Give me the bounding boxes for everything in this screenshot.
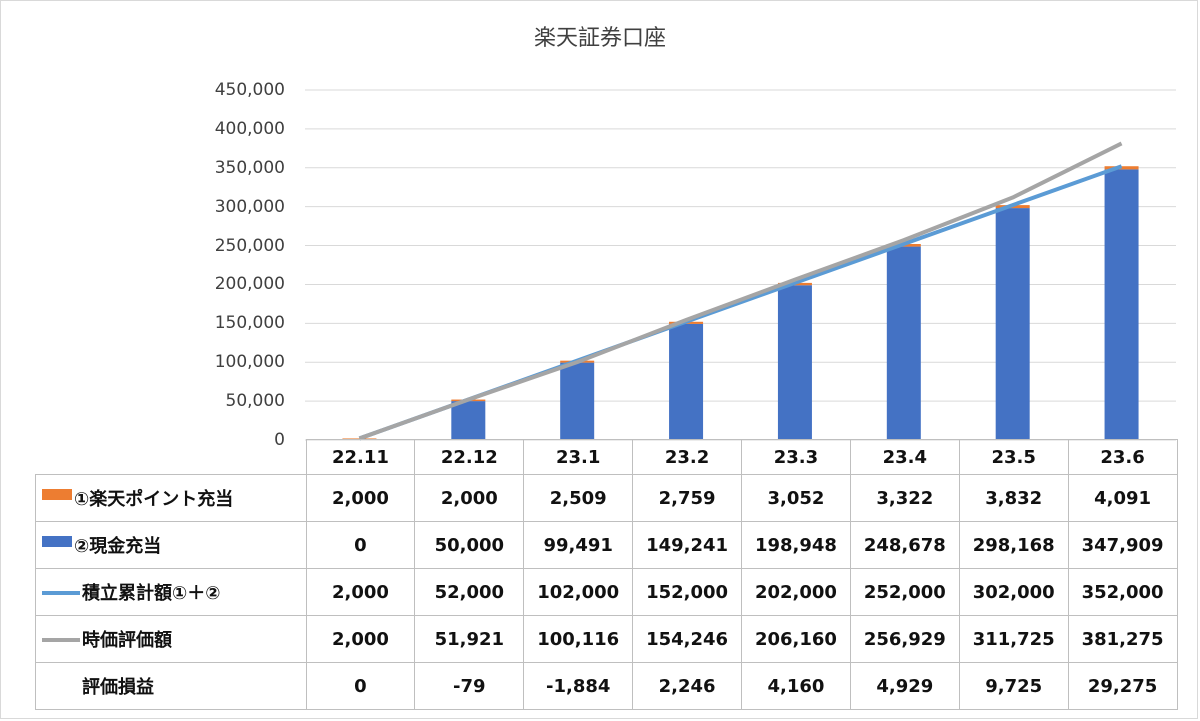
table-cell: 152,000	[632, 568, 742, 616]
bar-cash-segment	[669, 323, 704, 440]
y-tick-label: 100,000	[214, 352, 285, 373]
x-tick-label: 23.6	[1067, 439, 1178, 475]
line-market-value	[358, 141, 1123, 441]
legend-entry: 評価損益	[35, 662, 307, 710]
table-cell: 198,948	[741, 521, 851, 569]
table-cell: 302,000	[958, 568, 1069, 616]
legend-entry: ②現金充当	[35, 521, 307, 569]
table-row: 積立累計額①＋② 2,000 52,000 102,000 152,000 202,000…	[35, 568, 1178, 616]
table-cell: 102,000	[523, 568, 634, 616]
x-tick-label: 23.4	[849, 439, 960, 475]
table-corner	[35, 439, 307, 475]
legend-label: 積立累計額①＋②	[82, 583, 221, 604]
x-tick-label: 22.11	[305, 439, 416, 475]
table-cell: 252,000	[849, 568, 960, 616]
legend-key	[42, 686, 80, 690]
y-tick-label: 150,000	[214, 313, 285, 334]
legend-key	[42, 591, 80, 595]
table-cell: 3,322	[849, 474, 960, 522]
table-cell: 248,678	[849, 521, 960, 569]
table-cell: 352,000	[1067, 568, 1178, 616]
table-cell: 4,091	[1067, 474, 1178, 522]
table-cell: 9,725	[958, 662, 1069, 710]
y-tick-label: 200,000	[214, 274, 285, 295]
x-tick-label: 22.12	[414, 439, 525, 475]
table-cell: -1,884	[523, 662, 634, 710]
table-cell: 99,491	[523, 521, 634, 569]
y-tick-label: 350,000	[214, 157, 285, 178]
bar-cash-segment	[451, 401, 486, 440]
y-tick-label: 400,000	[214, 118, 285, 139]
table-cell: 2,000	[305, 568, 416, 616]
table-cell: 311,725	[958, 615, 1069, 663]
table-cell: 4,160	[741, 662, 851, 710]
category-header-row: 22.11 22.12 23.1 23.2 23.3 23.4 23.5 23.6	[35, 439, 1178, 475]
y-tick-label: 250,000	[214, 235, 285, 256]
legend-entry: 時価評価額	[35, 615, 307, 663]
table-row: ②現金充当 0 50,000 99,491 149,241 198,948 248,678 2…	[35, 521, 1178, 569]
table-row: ①楽天ポイント充当 2,000 2,000 2,509 2,759 3,052 3,322 3…	[35, 474, 1178, 522]
table-cell: 2,000	[305, 474, 416, 522]
bar-cash-segment	[886, 246, 921, 440]
table-cell: 347,909	[1067, 521, 1178, 569]
table-cell: 206,160	[741, 615, 851, 663]
table-cell: 298,168	[958, 521, 1069, 569]
table-cell: 100,116	[523, 615, 634, 663]
table-cell: 2,509	[523, 474, 634, 522]
x-tick-label: 23.5	[958, 439, 1069, 475]
y-tick-label: 50,000	[225, 391, 285, 412]
legend-entry: ①楽天ポイント充当	[35, 474, 307, 522]
table-row: 評価損益 0 -79 -1,884 2,246 4,160 4,929 9,725 29,275	[35, 662, 1178, 710]
table-cell: -79	[414, 662, 525, 710]
table-row: 時価評価額 2,000 51,921 100,116 154,246 206,160 256…	[35, 615, 1178, 663]
y-tick-label: 300,000	[214, 196, 285, 217]
table-cell: 50,000	[414, 521, 525, 569]
gridlines	[305, 89, 1176, 441]
y-tick-label: 450,000	[214, 80, 285, 100]
legend-label: ①楽天ポイント充当	[74, 489, 234, 510]
table-cell: 0	[305, 662, 416, 710]
table-body: ①楽天ポイント充当 2,000 2,000 2,509 2,759 3,052 3,322 3…	[35, 474, 1178, 710]
table-cell: 0	[305, 521, 416, 569]
table-cell: 154,246	[632, 615, 742, 663]
legend-label: ②現金充当	[74, 536, 162, 557]
legend-key	[42, 638, 80, 642]
lines	[358, 141, 1123, 441]
table-cell: 4,929	[849, 662, 960, 710]
table-cell: 51,921	[414, 615, 525, 663]
legend-entry: 積立累計額①＋②	[35, 568, 307, 616]
x-tick-label: 23.3	[741, 439, 851, 475]
bar-cash-segment	[560, 362, 595, 440]
table-cell: 29,275	[1067, 662, 1178, 710]
table-cell: 3,832	[958, 474, 1069, 522]
x-tick-label: 23.1	[523, 439, 634, 475]
legend-label: 時価評価額	[82, 630, 172, 651]
table-cell: 2,246	[632, 662, 742, 710]
table-cell: 202,000	[741, 568, 851, 616]
data-table: 22.11 22.12 23.1 23.2 23.3 23.4 23.5 23.6 ①楽天ポイ…	[35, 439, 1178, 710]
table-cell: 256,929	[849, 615, 960, 663]
legend-label: 評価損益	[82, 677, 154, 698]
bar-cash-segment	[995, 208, 1030, 440]
table-cell: 3,052	[741, 474, 851, 522]
table-cell: 2,000	[414, 474, 525, 522]
table-cell: 381,275	[1067, 615, 1178, 663]
table-cell: 2,759	[632, 474, 742, 522]
legend-key	[42, 488, 72, 500]
bar-cash-segment	[777, 285, 812, 440]
bars	[342, 166, 1139, 440]
table-cell: 149,241	[632, 521, 742, 569]
table-cell: 52,000	[414, 568, 525, 616]
bar-cash-segment	[1104, 169, 1139, 440]
table-cell: 2,000	[305, 615, 416, 663]
chart-title: 楽天証券口座	[533, 26, 666, 51]
x-tick-label: 23.2	[632, 439, 742, 475]
legend-key	[42, 535, 72, 547]
